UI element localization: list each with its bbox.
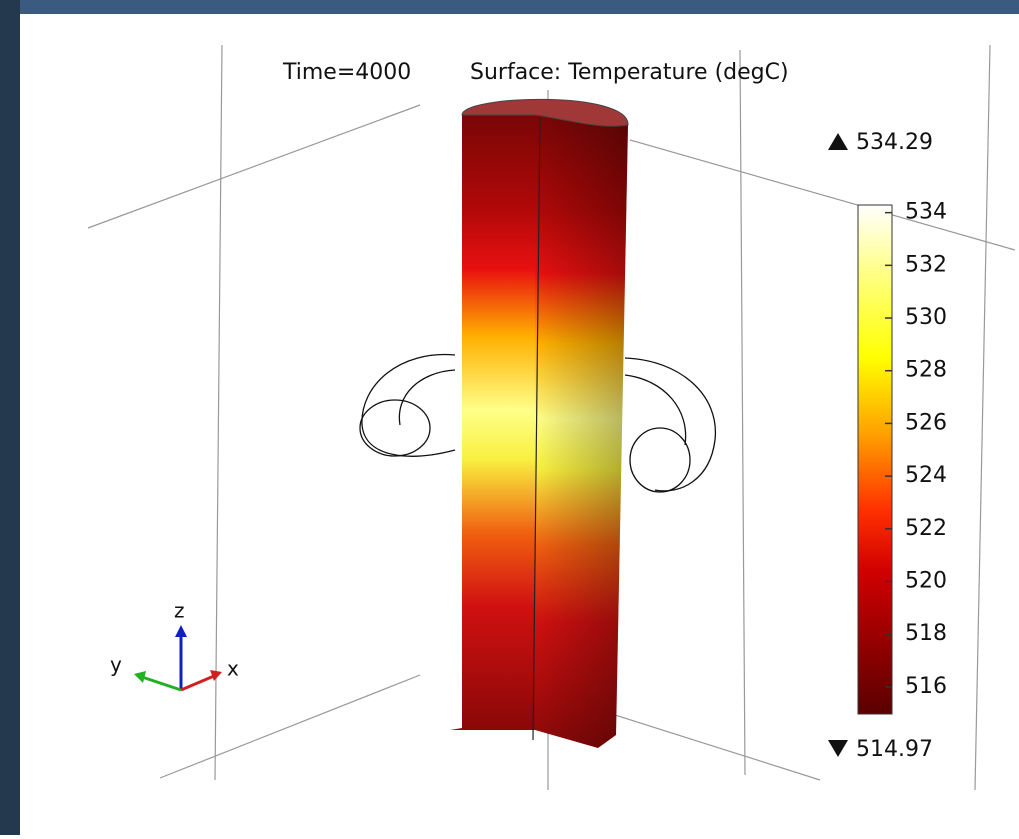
tick-label: 528 — [905, 358, 947, 383]
max-icon — [828, 133, 848, 150]
colorbar: 534.29 514.97 516 518 520 522 524 526 528 530 53… — [828, 130, 947, 762]
axis-label: x — [227, 657, 239, 681]
tick-label: 520 — [905, 568, 947, 593]
axis-label: y — [110, 653, 122, 677]
time-label: Time=4000 — [282, 60, 411, 85]
axis-label: z — [174, 599, 185, 623]
tick-label: 524 — [905, 463, 947, 488]
tick-label: 526 — [905, 410, 947, 435]
min-icon — [828, 740, 848, 757]
tick-label: 534 — [905, 200, 947, 225]
viewport: Time=4000 Surface: Temperature (degC) z … — [0, 0, 1019, 835]
min-label: 514.97 — [856, 737, 933, 762]
tick-label: 518 — [905, 621, 947, 646]
window-border — [0, 0, 1019, 14]
axis-triad: z y x — [110, 599, 239, 691]
tick-label: 530 — [905, 305, 947, 330]
max-label: 534.29 — [856, 130, 933, 155]
tick-label: 516 — [905, 674, 947, 699]
colorbar-scale — [858, 205, 892, 714]
plot-title: Surface: Temperature (degC) — [470, 60, 789, 85]
window-border — [0, 0, 20, 835]
tick-label: 532 — [905, 252, 947, 277]
cylinder — [450, 99, 628, 748]
tick-label: 522 — [905, 516, 947, 541]
